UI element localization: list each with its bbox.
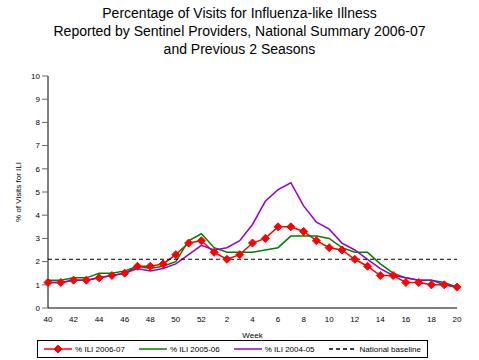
svg-text:2: 2 — [225, 315, 230, 324]
svg-text:10: 10 — [325, 315, 334, 324]
svg-text:% of Visits for ILI: % of Visits for ILI — [14, 162, 23, 222]
svg-text:6: 6 — [36, 165, 41, 174]
html-text:% ILI 2004-05: % ILI 2004-05 — [264, 344, 315, 354]
svg-text:7: 7 — [36, 141, 41, 150]
svg-text:52: 52 — [197, 315, 206, 324]
svg-text:12: 12 — [350, 315, 359, 324]
svg-text:6: 6 — [276, 315, 281, 324]
svg-text:18: 18 — [427, 315, 436, 324]
svg-text:3: 3 — [36, 234, 41, 243]
svg-text:8: 8 — [36, 118, 41, 127]
svg-text:9: 9 — [36, 95, 41, 104]
html-text:National baseline: National baseline — [359, 344, 421, 354]
svg-text:8: 8 — [301, 315, 306, 324]
svg-text:40: 40 — [44, 315, 53, 324]
svg-text:16: 16 — [401, 315, 410, 324]
svg-text:48: 48 — [146, 315, 155, 324]
svg-text:20: 20 — [453, 315, 462, 324]
svg-text:1: 1 — [36, 281, 41, 290]
svg-text:0: 0 — [36, 304, 41, 313]
svg-text:46: 46 — [120, 315, 129, 324]
html-text:% ILI 2005-06: % ILI 2005-06 — [169, 344, 220, 354]
html-text:% ILI 2006-07: % ILI 2006-07 — [75, 344, 125, 354]
svg-text:4: 4 — [36, 211, 41, 220]
svg-text:10: 10 — [31, 72, 40, 81]
svg-text:14: 14 — [376, 315, 385, 324]
svg-text:5: 5 — [36, 188, 41, 197]
svg-text:50: 50 — [171, 315, 180, 324]
svg-text:4: 4 — [250, 315, 255, 324]
svg-text:2: 2 — [36, 257, 41, 266]
svg-text:42: 42 — [69, 315, 78, 324]
svg-text:Week: Week — [242, 331, 263, 340]
html-text:Percentage of Visits for Influ: Percentage of Visits for Influenza-like … — [53, 5, 426, 57]
svg-text:44: 44 — [95, 315, 104, 324]
